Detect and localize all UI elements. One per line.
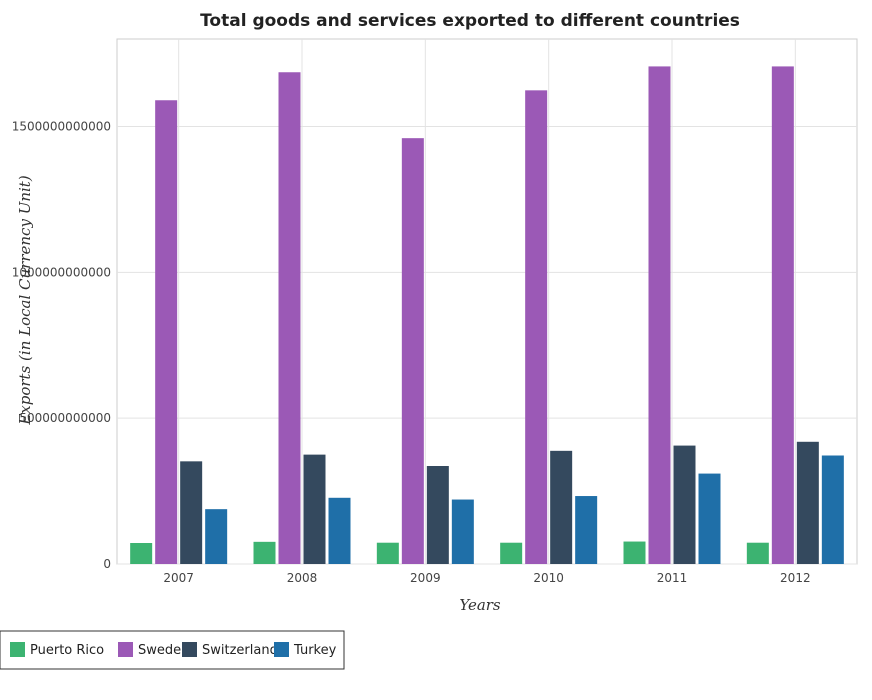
chart-title: Total goods and services exported to dif… <box>200 11 740 31</box>
bar-turkey-2010 <box>575 496 598 564</box>
x-tick-label: 2010 <box>533 571 564 585</box>
legend-swatch-switzerland <box>182 642 197 657</box>
bar-switzerland-2008 <box>303 454 326 564</box>
x-tick-label: 2009 <box>410 571 441 585</box>
bar-switzerland-2010 <box>550 450 573 564</box>
legend-swatch-turkey <box>274 642 289 657</box>
legend-label-puerto-rico: Puerto Rico <box>30 643 104 658</box>
y-gridlines <box>117 126 857 565</box>
bar-sweden-2008 <box>278 72 301 564</box>
bar-switzerland-2012 <box>796 441 819 564</box>
bar-sweden-2007 <box>155 100 178 564</box>
plot-area <box>116 38 858 565</box>
y-tick-label: 1500000000000 <box>12 120 111 134</box>
x-tick-label: 2011 <box>657 571 688 585</box>
bar-sweden-2012 <box>771 66 794 565</box>
bar-sweden-2011 <box>648 66 671 565</box>
bar-switzerland-2007 <box>180 461 203 564</box>
x-tick-label: 2012 <box>780 571 811 585</box>
bar-puerto-rico-2009 <box>376 542 399 564</box>
legend-label-switzerland: Switzerland <box>202 643 278 658</box>
y-axis-ticks: 0 500000000000 1000000000000 1500000000000 <box>12 120 111 572</box>
bar-turkey-2008 <box>328 497 351 564</box>
legend-label-sweden: Sweden <box>138 643 189 658</box>
legend: Puerto Rico Sweden Switzerland Turkey <box>0 630 345 670</box>
bar-puerto-rico-2010 <box>500 542 523 564</box>
bar-puerto-rico-2008 <box>253 541 276 564</box>
x-tick-label: 2007 <box>163 571 194 585</box>
bar-puerto-rico-2012 <box>746 542 769 564</box>
legend-label-turkey: Turkey <box>293 643 337 658</box>
bar-sweden-2010 <box>525 90 548 564</box>
bar-sweden-2009 <box>401 138 424 564</box>
legend-swatch-sweden <box>118 642 133 657</box>
x-gridlines <box>178 39 796 564</box>
y-tick-label: 500000000000 <box>19 411 111 425</box>
bar-puerto-rico-2011 <box>623 541 646 564</box>
bar-switzerland-2011 <box>673 445 696 564</box>
bar-turkey-2012 <box>821 455 844 564</box>
bar-switzerland-2009 <box>426 466 449 564</box>
bar-turkey-2011 <box>698 473 721 564</box>
legend-swatch-puerto-rico <box>10 642 25 657</box>
bars <box>130 66 844 565</box>
bar-turkey-2009 <box>451 499 474 564</box>
bar-turkey-2007 <box>205 509 228 564</box>
x-axis-ticks: 2007 2008 2009 2010 2011 2012 <box>163 571 810 585</box>
y-tick-label: 1000000000000 <box>12 265 111 279</box>
y-axis-label: Exports (in Local Currency Unit) <box>16 175 34 425</box>
bar-puerto-rico-2007 <box>130 543 153 564</box>
y-tick-label: 0 <box>103 557 111 571</box>
x-tick-label: 2008 <box>287 571 318 585</box>
x-axis-label: Years <box>459 596 501 614</box>
